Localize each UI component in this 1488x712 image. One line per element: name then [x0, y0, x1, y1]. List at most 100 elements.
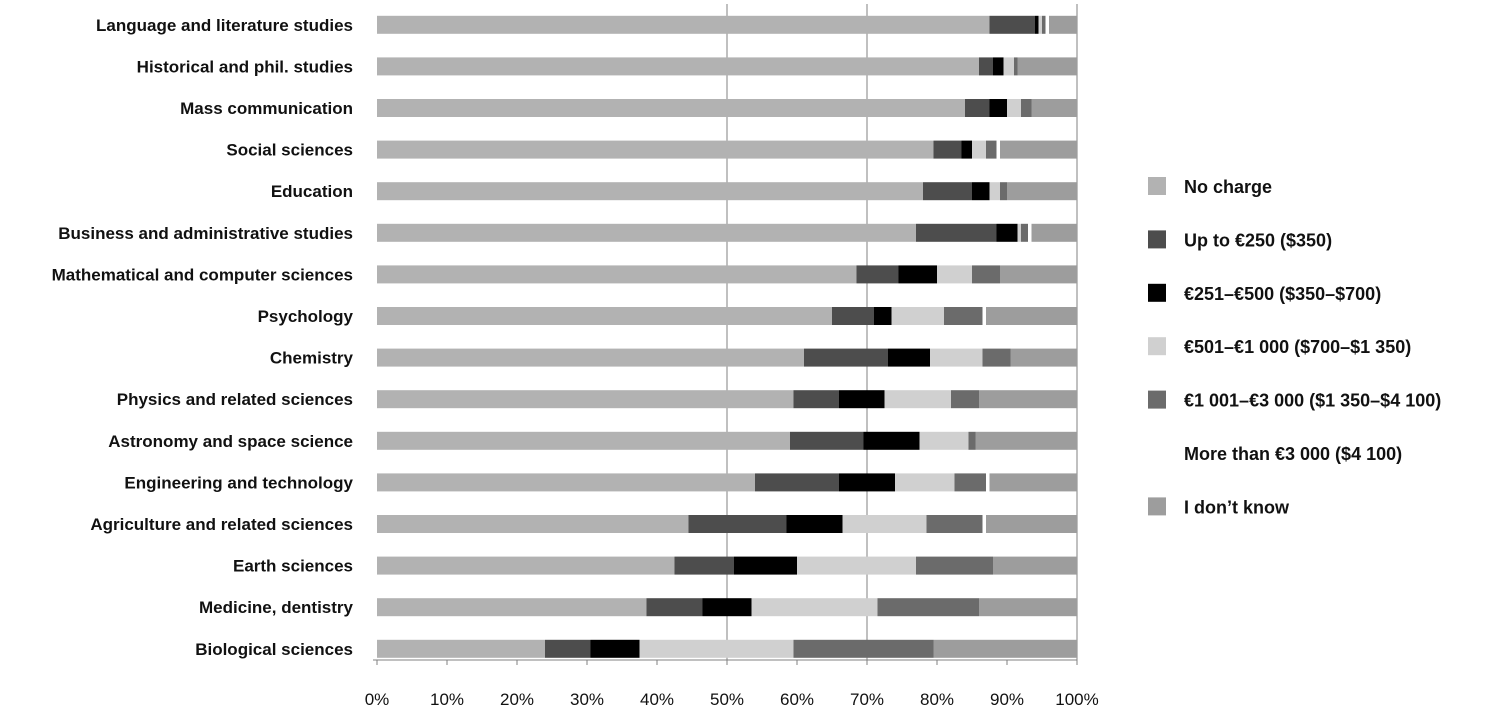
- bar-segment-4-6: [1007, 182, 1077, 201]
- bar-segment-0-3: [1038, 15, 1042, 34]
- bar-segment-12-0: [377, 515, 689, 533]
- category-label: Education: [271, 182, 353, 201]
- bar-segment-9-0: [377, 390, 794, 409]
- bar-segment-2-2: [989, 99, 1007, 117]
- bar-segment-8-4: [982, 348, 1011, 367]
- bar-segment-9-1: [793, 390, 839, 409]
- category-label: Psychology: [258, 307, 354, 326]
- bar-segment-15-1: [545, 639, 591, 658]
- bar-segment-3-4: [986, 140, 997, 159]
- bar-segment-10-6: [975, 431, 1077, 450]
- bar-segment-6-2: [898, 265, 937, 284]
- bar-segment-7-5: [982, 307, 986, 325]
- x-tick-label: 30%: [570, 690, 604, 709]
- category-label: Language and literature studies: [96, 16, 353, 35]
- bar-segment-8-1: [804, 348, 888, 367]
- bar-segment-13-0: [377, 556, 675, 575]
- bar-segment-2-3: [1007, 99, 1021, 117]
- x-tick-label: 60%: [780, 690, 814, 709]
- category-label: Earth sciences: [233, 557, 353, 576]
- legend-swatch-6: [1148, 497, 1166, 516]
- bar-segment-8-6: [1010, 348, 1077, 367]
- x-tick-label: 100%: [1055, 690, 1098, 709]
- legend-label: €501–€1 000 ($700–$1 350): [1184, 337, 1411, 357]
- bar-segment-6-4: [972, 265, 1000, 284]
- x-tick-label: 80%: [920, 690, 954, 709]
- bar-segment-0-2: [1035, 15, 1039, 34]
- bar-segment-5-1: [916, 223, 997, 242]
- bar-segment-6-3: [937, 265, 972, 284]
- bar-segment-3-2: [961, 140, 972, 159]
- bar-segment-14-1: [646, 598, 703, 617]
- bar-segment-10-4: [968, 431, 976, 450]
- x-tick-label: 90%: [990, 690, 1024, 709]
- bar-segment-11-1: [755, 473, 839, 492]
- bar-segment-10-1: [790, 431, 864, 450]
- bar-segment-1-3: [1003, 57, 1014, 76]
- x-axis: 0% 10% 20% 30% 40% 50% 60% 70% 80% 90% 100%: [365, 659, 1099, 709]
- bar-segment-3-3: [972, 140, 986, 159]
- bar-segment-1-0: [377, 57, 979, 76]
- bar-segment-3-6: [1000, 140, 1077, 159]
- legend-swatch-5: [1148, 444, 1166, 462]
- bar-segment-15-0: [377, 639, 545, 658]
- legend-swatch-2: [1148, 283, 1166, 302]
- bar-segment-13-6: [993, 556, 1077, 575]
- category-label: Social sciences: [226, 141, 353, 160]
- legend-swatch-3: [1148, 337, 1166, 356]
- bar-segment-14-6: [979, 598, 1077, 617]
- category-label: Physics and related sciences: [117, 390, 353, 409]
- bar-segment-12-5: [982, 515, 986, 533]
- bar-segment-13-2: [734, 556, 797, 575]
- bar-segment-13-4: [916, 556, 993, 575]
- bar-segment-12-2: [786, 515, 843, 533]
- bar-segment-4-4: [1000, 182, 1007, 201]
- bar-segment-1-4: [1014, 57, 1018, 76]
- bar-segment-0-1: [989, 15, 1035, 34]
- bar-segment-7-3: [891, 307, 944, 325]
- x-tick-label: 50%: [710, 690, 744, 709]
- bar-segment-13-3: [797, 556, 916, 575]
- x-tick-label: 40%: [640, 690, 674, 709]
- bar-segment-6-6: [1000, 265, 1077, 284]
- bar-segment-5-0: [377, 223, 916, 242]
- bar-segment-10-2: [863, 431, 920, 450]
- bar-segment-11-5: [986, 473, 990, 492]
- bar-segment-2-4: [1021, 99, 1032, 117]
- category-label: Agriculture and related sciences: [90, 515, 353, 534]
- bar-segment-2-1: [965, 99, 990, 117]
- bar-segment-10-3: [919, 431, 969, 450]
- bar-segment-0-0: [377, 15, 990, 34]
- bar-segment-4-0: [377, 182, 923, 201]
- category-label: Medicine, dentistry: [199, 598, 354, 617]
- bar-segment-7-4: [944, 307, 983, 325]
- category-label: Mass communication: [180, 99, 353, 118]
- bar-segment-5-5: [1028, 223, 1032, 242]
- x-tick-label: 0%: [365, 690, 390, 709]
- category-label: Engineering and technology: [124, 473, 353, 492]
- bar-segment-7-6: [986, 307, 1077, 325]
- bar-segment-7-0: [377, 307, 832, 325]
- category-label: Biological sciences: [195, 640, 353, 659]
- bar-segment-4-1: [923, 182, 972, 201]
- bar-segment-11-0: [377, 473, 755, 492]
- bar-segment-7-1: [832, 307, 874, 325]
- legend-swatch-4: [1148, 390, 1166, 409]
- bar-segment-12-3: [842, 515, 927, 533]
- bar-segment-0-5: [1045, 15, 1049, 34]
- bar-segment-15-4: [793, 639, 934, 658]
- bar-segment-11-6: [989, 473, 1077, 492]
- bars: [377, 15, 1077, 658]
- bar-segment-0-4: [1042, 15, 1046, 34]
- bar-segment-5-4: [1021, 223, 1028, 242]
- bar-segment-12-6: [986, 515, 1077, 533]
- bar-segment-15-6: [933, 639, 1077, 658]
- legend-swatch-0: [1148, 177, 1166, 195]
- x-tick-label: 20%: [500, 690, 534, 709]
- bar-segment-9-2: [839, 390, 885, 409]
- bar-segment-6-1: [856, 265, 899, 284]
- legend-label: €1 001–€3 000 ($1 350–$4 100): [1184, 391, 1441, 411]
- bar-segment-13-1: [674, 556, 734, 575]
- bar-segment-3-1: [933, 140, 962, 159]
- x-tick-label: 10%: [430, 690, 464, 709]
